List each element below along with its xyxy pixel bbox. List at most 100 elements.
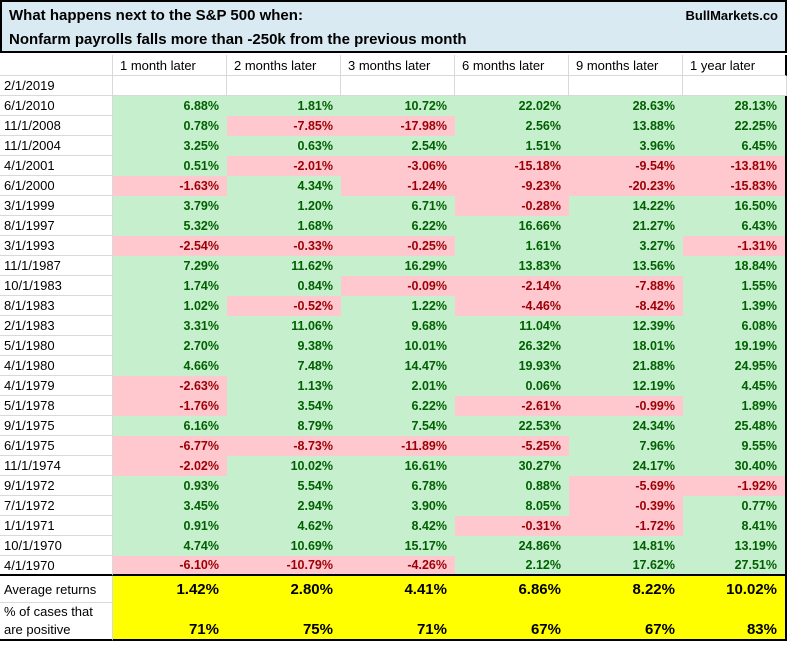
value-cell: -0.39% <box>569 496 683 516</box>
value-cell: 1.20% <box>227 196 341 216</box>
row-date: 6/1/1975 <box>0 436 113 456</box>
value-cell: -9.54% <box>569 156 683 176</box>
table-row: 6/1/2010 6.88% 1.81% 10.72% 22.02% 28.63% 28.1… <box>0 96 787 116</box>
value-cell: 0.88% <box>455 476 569 496</box>
value-cell: 21.88% <box>569 356 683 376</box>
value-cell: 6.08% <box>683 316 787 336</box>
column-header-2: 2 months later <box>227 55 341 76</box>
data-rows: 2/1/2019 6/1/2010 6.88% 1.81% 10.72% 22.02% 28… <box>0 76 787 576</box>
value-cell: 24.95% <box>683 356 787 376</box>
title-block: What happens next to the S&P 500 when: B… <box>0 0 787 53</box>
value-cell: 1.81% <box>227 96 341 116</box>
value-cell: -1.24% <box>341 176 455 196</box>
value-cell: 12.19% <box>569 376 683 396</box>
summary-spacer-cell <box>113 603 227 619</box>
value-cell: 24.86% <box>455 536 569 556</box>
value-cell: -4.46% <box>455 296 569 316</box>
value-cell: 16.50% <box>683 196 787 216</box>
value-cell <box>683 76 787 96</box>
page-title: What happens next to the S&P 500 when: <box>9 7 303 24</box>
value-cell: 3.90% <box>341 496 455 516</box>
table-row: 3/1/1999 3.79% 1.20% 6.71% -0.28% 14.22% 16.50… <box>0 196 787 216</box>
value-cell: 2.94% <box>227 496 341 516</box>
value-cell: 6.16% <box>113 416 227 436</box>
value-cell: 0.77% <box>683 496 787 516</box>
value-cell: -6.10% <box>113 556 227 576</box>
value-cell: 13.19% <box>683 536 787 556</box>
value-cell: 16.66% <box>455 216 569 236</box>
row-date: 10/1/1970 <box>0 536 113 556</box>
value-cell <box>569 76 683 96</box>
row-date: 6/1/2000 <box>0 176 113 196</box>
value-cell: 22.02% <box>455 96 569 116</box>
table-row: 4/1/1980 4.66% 7.48% 14.47% 19.93% 21.88% 24.9… <box>0 356 787 376</box>
value-cell: -2.61% <box>455 396 569 416</box>
value-cell: 6.43% <box>683 216 787 236</box>
value-cell: -0.09% <box>341 276 455 296</box>
average-value-cell: 1.42% <box>113 576 227 603</box>
value-cell: 7.54% <box>341 416 455 436</box>
row-date: 6/1/2010 <box>0 96 113 116</box>
positive-percent-cell: 71% <box>341 619 455 641</box>
value-cell: 0.93% <box>113 476 227 496</box>
value-cell: 19.19% <box>683 336 787 356</box>
row-date: 11/1/1987 <box>0 256 113 276</box>
value-cell: 10.72% <box>341 96 455 116</box>
value-cell: 3.54% <box>227 396 341 416</box>
date-column-header <box>0 55 113 76</box>
average-value-cell: 10.02% <box>683 576 787 603</box>
value-cell: -0.25% <box>341 236 455 256</box>
table-row: 4/1/1970 -6.10% -10.79% -4.26% 2.12% 17.62% 27… <box>0 556 787 576</box>
value-cell: 9.38% <box>227 336 341 356</box>
value-cell: 6.22% <box>341 216 455 236</box>
average-value-cell: 8.22% <box>569 576 683 603</box>
value-cell: 8.42% <box>341 516 455 536</box>
value-cell: 4.66% <box>113 356 227 376</box>
value-cell <box>227 76 341 96</box>
value-cell: 3.31% <box>113 316 227 336</box>
value-cell: -11.89% <box>341 436 455 456</box>
value-cell: 7.29% <box>113 256 227 276</box>
column-header-6: 1 year later <box>683 55 787 76</box>
value-cell: 17.62% <box>569 556 683 576</box>
table-row: 2/1/1983 3.31% 11.06% 9.68% 11.04% 12.39% 6.08… <box>0 316 787 336</box>
row-date: 5/1/1978 <box>0 396 113 416</box>
average-value-cell: 2.80% <box>227 576 341 603</box>
value-cell: 18.84% <box>683 256 787 276</box>
table-row: 7/1/1972 3.45% 2.94% 3.90% 8.05% -0.39% 0.77% <box>0 496 787 516</box>
table-row: 8/1/1983 1.02% -0.52% 1.22% -4.46% -8.42% 1.39… <box>0 296 787 316</box>
row-date: 1/1/1971 <box>0 516 113 536</box>
value-cell: -10.79% <box>227 556 341 576</box>
value-cell: 13.88% <box>569 116 683 136</box>
value-cell: 22.53% <box>455 416 569 436</box>
value-cell: 9.55% <box>683 436 787 456</box>
table-row: 6/1/2000 -1.63% 4.34% -1.24% -9.23% -20.23% -1… <box>0 176 787 196</box>
brand-link[interactable]: BullMarkets.co <box>685 8 778 23</box>
value-cell: 1.02% <box>113 296 227 316</box>
row-date: 11/1/2008 <box>0 116 113 136</box>
summary-section: Average returns 1.42% 2.80% 4.41% 6.86% 8.22… <box>0 576 787 641</box>
row-date: 11/1/2004 <box>0 136 113 156</box>
table-row: 9/1/1972 0.93% 5.54% 6.78% 0.88% -5.69% -1.92% <box>0 476 787 496</box>
value-cell: -6.77% <box>113 436 227 456</box>
positive-cases-label-row: % of cases that <box>0 603 787 619</box>
positive-cases-label-line2: are positive <box>0 619 113 641</box>
value-cell: 6.71% <box>341 196 455 216</box>
value-cell: -9.23% <box>455 176 569 196</box>
row-date: 3/1/1999 <box>0 196 113 216</box>
row-date: 9/1/1972 <box>0 476 113 496</box>
value-cell: 19.93% <box>455 356 569 376</box>
value-cell: 12.39% <box>569 316 683 336</box>
value-cell: 0.51% <box>113 156 227 176</box>
row-date: 10/1/1983 <box>0 276 113 296</box>
value-cell: 24.17% <box>569 456 683 476</box>
value-cell: -2.54% <box>113 236 227 256</box>
value-cell: 13.56% <box>569 256 683 276</box>
value-cell: -5.69% <box>569 476 683 496</box>
table-row: 4/1/1979 -2.63% 1.13% 2.01% 0.06% 12.19% 4.45% <box>0 376 787 396</box>
value-cell: 14.47% <box>341 356 455 376</box>
value-cell: 7.96% <box>569 436 683 456</box>
value-cell: 1.68% <box>227 216 341 236</box>
table-row: 11/1/2008 0.78% -7.85% -17.98% 2.56% 13.88% 22… <box>0 116 787 136</box>
value-cell: 3.96% <box>569 136 683 156</box>
